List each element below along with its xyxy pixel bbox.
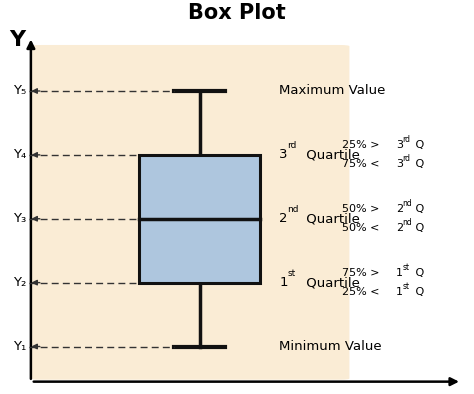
Text: st: st	[402, 263, 410, 272]
Text: 1: 1	[279, 276, 288, 289]
Text: Q: Q	[412, 160, 424, 169]
Text: rd: rd	[402, 135, 410, 144]
Text: Q: Q	[412, 140, 424, 150]
Text: 75% <: 75% <	[342, 160, 383, 169]
Text: 50% >: 50% >	[342, 204, 383, 214]
Text: Y₁: Y₁	[13, 340, 26, 353]
Text: 2: 2	[396, 204, 403, 214]
Text: Q: Q	[412, 204, 424, 214]
Text: Maximum Value: Maximum Value	[279, 84, 385, 97]
Text: Y₃: Y₃	[13, 212, 26, 225]
Text: 1: 1	[396, 268, 403, 278]
Text: 2: 2	[396, 223, 403, 233]
Text: Y: Y	[9, 30, 25, 50]
Text: nd: nd	[288, 205, 299, 214]
Text: Quartile: Quartile	[301, 212, 359, 225]
Text: Quartile: Quartile	[301, 276, 359, 289]
Text: st: st	[288, 269, 296, 278]
Text: 25% >: 25% >	[342, 140, 383, 150]
Text: Quartile: Quartile	[301, 149, 359, 162]
Text: 3: 3	[396, 140, 403, 150]
Text: nd: nd	[402, 199, 412, 208]
Bar	[138, 155, 260, 282]
Text: 2: 2	[279, 212, 288, 225]
Text: 25% <: 25% <	[342, 287, 383, 297]
Text: Q: Q	[412, 268, 424, 278]
Text: rd: rd	[288, 141, 297, 151]
Text: Y₄: Y₄	[13, 149, 26, 162]
Text: Y₂: Y₂	[13, 276, 26, 289]
Text: Q: Q	[412, 223, 424, 233]
Text: 3: 3	[396, 160, 403, 169]
Text: 3: 3	[279, 149, 288, 162]
FancyBboxPatch shape	[31, 45, 349, 380]
Text: Y₅: Y₅	[13, 84, 26, 97]
Text: 50% <: 50% <	[342, 223, 383, 233]
Text: 1: 1	[396, 287, 403, 297]
Text: rd: rd	[402, 154, 410, 163]
Title: Box Plot: Box Plot	[188, 3, 286, 23]
Text: 75% >: 75% >	[342, 268, 383, 278]
Text: Minimum Value: Minimum Value	[279, 340, 382, 353]
Text: st: st	[402, 282, 410, 291]
Text: Q: Q	[412, 287, 424, 297]
Text: nd: nd	[402, 218, 412, 227]
